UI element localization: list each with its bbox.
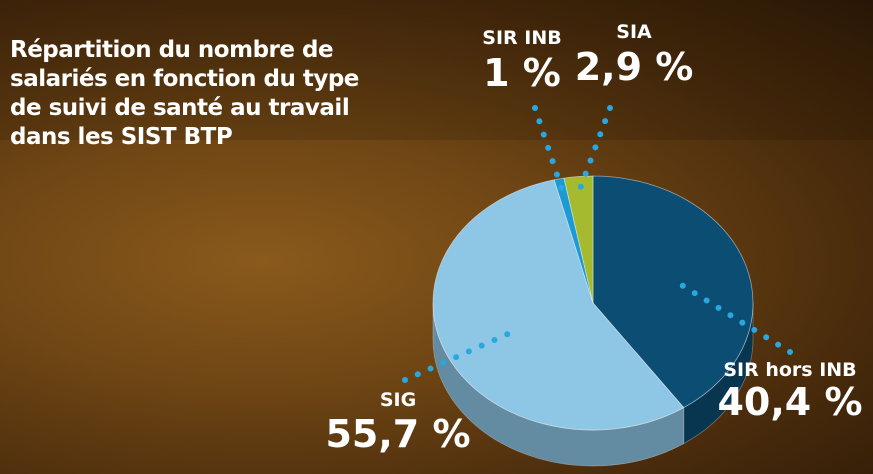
slice-name: SIG xyxy=(380,389,416,411)
slice-name: SIR hors INB xyxy=(723,359,856,381)
value-label: 40,4 % xyxy=(717,380,862,424)
slice-name: SIA xyxy=(616,21,652,43)
value-label: 2,9 % xyxy=(575,45,694,89)
page: SIR hors INB40,4 % SIG55,7 % SIR INB1 % SIA… xyxy=(0,0,873,474)
value-label: 1 % xyxy=(483,51,561,95)
value-label: 55,7 % xyxy=(325,412,470,456)
slice-name: SIR INB xyxy=(482,27,561,49)
chart-title: Répartition du nombre de salariés en fon… xyxy=(10,36,390,152)
